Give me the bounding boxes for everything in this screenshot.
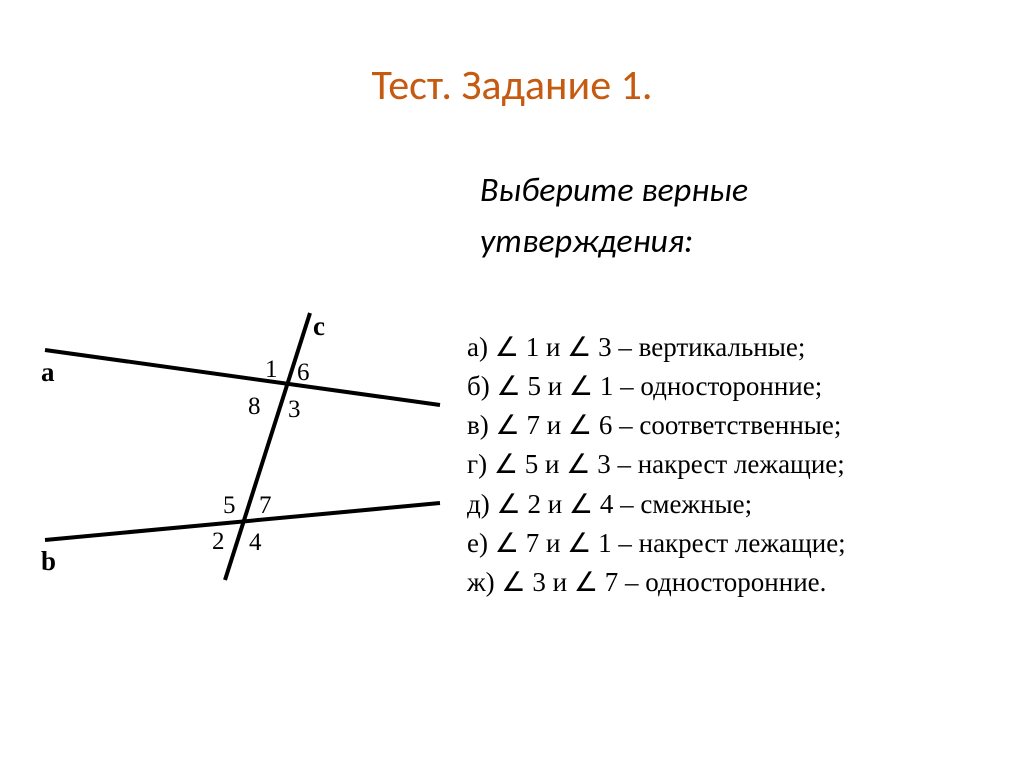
option-dash: – (618, 567, 645, 597)
label-a: a (41, 357, 55, 387)
option-dash: – (612, 332, 639, 362)
option-angle-1: 7 (520, 410, 540, 440)
angle-6: 6 (297, 359, 310, 386)
instruction-line-2: утверждения: (480, 216, 748, 267)
option-word: вертикальные; (639, 332, 806, 362)
option-row: б) ∠ 5 и ∠ 1 – односторонние; (467, 367, 846, 406)
angle-symbol-icon: ∠ (496, 410, 520, 440)
angle-symbol-icon: ∠ (496, 489, 520, 519)
label-c: c (313, 311, 325, 341)
option-letter: ж) (467, 567, 495, 597)
option-angle-2: 7 (598, 567, 618, 597)
slide: Тест. Задание 1. Выберите верные утвержд… (0, 0, 1024, 767)
option-dash: – (612, 528, 639, 558)
option-angle-1: 7 (519, 528, 539, 558)
option-angle-2: 3 (591, 332, 611, 362)
option-and: и (548, 489, 562, 519)
option-row: е) ∠ 7 и ∠ 1 – накрест лежащие; (467, 524, 846, 563)
option-row: ж) ∠ 3 и ∠ 7 – односторонние. (467, 563, 846, 602)
angle-symbol-icon: ∠ (501, 567, 525, 597)
option-dash: – (613, 371, 640, 401)
diagram-svg: a b c 1 6 8 3 5 7 2 4 (35, 295, 455, 585)
instruction-text: Выберите верные утверждения: (480, 165, 748, 267)
option-angle-1: 5 (521, 371, 541, 401)
option-word: односторонние; (640, 371, 822, 401)
angle-1: 1 (265, 356, 278, 383)
option-and: и (547, 410, 561, 440)
option-dash: – (612, 410, 639, 440)
label-b: b (41, 546, 56, 576)
option-angle-2: 3 (590, 449, 610, 479)
option-letter: а) (467, 332, 488, 362)
angle-4: 4 (249, 529, 262, 556)
line-c (225, 313, 310, 580)
angle-3: 3 (288, 396, 301, 423)
option-angle-2: 6 (592, 410, 612, 440)
option-word: накрест лежащие; (638, 449, 845, 479)
angle-symbol-icon: ∠ (569, 489, 593, 519)
line-a (45, 350, 440, 405)
option-row: г) ∠ 5 и ∠ 3 – накрест лежащие; (467, 445, 846, 484)
geometry-diagram: a b c 1 6 8 3 5 7 2 4 (35, 295, 455, 585)
angle-symbol-icon: ∠ (495, 332, 519, 362)
option-word: соответственные; (639, 410, 841, 440)
angle-symbol-icon: ∠ (569, 371, 593, 401)
option-letter: д) (467, 489, 490, 519)
angle-2: 2 (212, 528, 225, 555)
option-dash: – (613, 489, 640, 519)
angle-7: 7 (259, 492, 272, 519)
slide-title: Тест. Задание 1. (0, 0, 1024, 141)
option-angle-1: 2 (521, 489, 541, 519)
option-word: односторонние. (645, 567, 826, 597)
angle-symbol-icon: ∠ (574, 567, 598, 597)
instruction-line-1: Выберите верные (480, 165, 748, 216)
option-angle-2: 1 (591, 528, 611, 558)
option-row: д) ∠ 2 и ∠ 4 – смежные; (467, 485, 846, 524)
option-word: накрест лежащие; (639, 528, 846, 558)
option-word: смежные; (640, 489, 752, 519)
angle-symbol-icon: ∠ (568, 410, 592, 440)
angle-symbol-icon: ∠ (567, 528, 591, 558)
option-dash: – (611, 449, 638, 479)
option-and: и (546, 528, 560, 558)
option-angle-1: 5 (518, 449, 538, 479)
option-and: и (548, 371, 562, 401)
option-angle-2: 1 (593, 371, 613, 401)
angle-5: 5 (223, 492, 236, 519)
option-row: в) ∠ 7 и ∠ 6 – соответственные; (467, 406, 846, 445)
answer-options: а) ∠ 1 и ∠ 3 – вертикальные;б) ∠ 5 и ∠ 1… (467, 328, 846, 602)
option-letter: г) (467, 449, 487, 479)
option-angle-1: 1 (519, 332, 539, 362)
option-row: а) ∠ 1 и ∠ 3 – вертикальные; (467, 328, 846, 367)
option-letter: е) (467, 528, 488, 558)
option-and: и (546, 332, 560, 362)
angle-symbol-icon: ∠ (494, 449, 518, 479)
option-angle-2: 4 (593, 489, 613, 519)
option-angle-1: 3 (526, 567, 546, 597)
angle-symbol-icon: ∠ (495, 528, 519, 558)
option-letter: б) (467, 371, 490, 401)
option-and: и (553, 567, 567, 597)
angle-symbol-icon: ∠ (566, 449, 590, 479)
angle-8: 8 (248, 393, 261, 420)
angle-symbol-icon: ∠ (496, 371, 520, 401)
angle-symbol-icon: ∠ (567, 332, 591, 362)
option-and: и (545, 449, 559, 479)
option-letter: в) (467, 410, 489, 440)
